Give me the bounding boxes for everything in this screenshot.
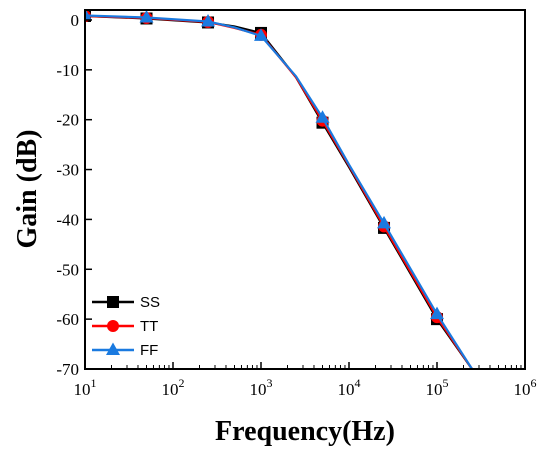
legend-label-ff: FF [140,342,158,359]
y-tick-label: 0 [71,11,80,30]
x-tick-label: 102 [162,376,185,399]
data-point-ff [85,10,92,21]
data-point-ff [377,215,392,229]
y-axis-title: Gain (dB) [12,129,43,248]
legend-label-ss: SS [140,294,160,311]
y-tick-label: -40 [56,210,79,229]
legend-marker-tt [107,320,119,332]
x-tick-exponent: 2 [179,376,185,390]
data-point-ff [430,306,444,320]
y-tick-label: -20 [56,111,79,130]
series-line-tt [85,14,473,369]
x-tick-base: 10 [514,380,531,399]
legend-marker-ss [107,296,119,308]
y-tick-label: -70 [56,360,79,379]
x-tick-base: 10 [74,380,91,399]
x-tick-exponent: 6 [531,376,537,390]
x-tick-exponent: 4 [355,376,361,390]
x-tick-label: 101 [74,376,97,399]
series-line-ff [85,14,473,369]
legend-marker-ff [106,342,120,355]
x-tick-base: 10 [162,380,179,399]
x-axis-title: Frequency(Hz) [215,416,395,447]
x-tick-exponent: 5 [443,376,449,390]
legend-label-tt: TT [140,318,158,335]
x-tick-exponent: 1 [91,376,97,390]
series-layer [85,10,473,369]
x-tick-exponent: 3 [267,376,273,390]
y-tick-label: -50 [56,260,79,279]
x-tick-base: 10 [250,380,267,399]
series-line-ss [85,14,473,369]
x-tick-label: 105 [426,376,449,399]
legend: SS TT FF [92,294,160,359]
x-tick-base: 10 [338,380,355,399]
y-tick-label: -10 [56,61,79,80]
plot-frame [84,9,526,370]
x-tick-label: 106 [514,376,537,399]
data-point-ff [315,110,330,123]
x-tick-base: 10 [426,380,443,399]
y-tick-label: -30 [56,161,79,180]
x-tick-label: 104 [338,376,361,399]
data-point-ff [139,10,154,23]
data-point-ff [201,13,216,27]
data-point-ff [254,28,268,41]
x-tick-label: 103 [250,376,273,399]
y-tick-label: -60 [56,310,79,329]
